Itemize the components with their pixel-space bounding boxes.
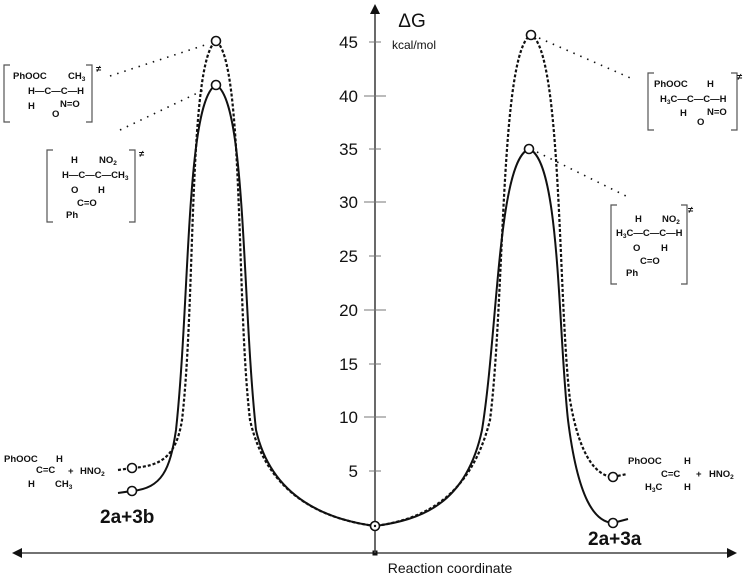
point-right-ts-solid <box>523 143 535 155</box>
leader-lines <box>109 37 636 199</box>
svg-text:HNO2: HNO2 <box>709 469 734 481</box>
tick-30: 30 <box>339 193 358 212</box>
reactant-structure-right: PhOOC H C=C H3C H + HNO2 <box>628 456 734 494</box>
svg-text:NO2: NO2 <box>99 155 117 167</box>
ts-structure-right-top: ≠ PhOOC H H3C—C—C—H H N=O O <box>647 72 743 131</box>
y-ticks <box>364 41 386 472</box>
ts-structure-left-bottom: ≠ H NO2 H—C—C—CH3 O H C=O Ph <box>46 149 145 223</box>
svg-text:≠: ≠ <box>688 205 694 216</box>
svg-text:H3C—C—C—H: H3C—C—C—H <box>616 228 683 240</box>
point-left-ts-solid <box>210 79 222 91</box>
point-right-reactant-dashed <box>607 471 619 483</box>
tick-10: 10 <box>339 408 358 427</box>
svg-text:H—C—C—H: H—C—C—H <box>28 86 84 97</box>
y-tick-labels: 5 10 15 20 25 30 35 40 45 <box>339 33 358 481</box>
y-axis-unit: kcal/mol <box>392 38 436 52</box>
y-axis-title: ΔG <box>398 11 425 32</box>
svg-text:+: + <box>696 469 702 480</box>
svg-text:H: H <box>661 243 668 254</box>
svg-text:C=O: C=O <box>77 198 97 209</box>
solid-energy-curve <box>117 83 629 528</box>
reactant-structure-left: PhOOC H C=C H CH3 + HNO2 <box>4 454 105 491</box>
tick-40: 40 <box>339 87 358 106</box>
tick-5: 5 <box>349 462 358 481</box>
tick-45: 45 <box>339 33 358 52</box>
svg-text:Ph: Ph <box>66 210 78 221</box>
svg-text:H: H <box>684 482 691 493</box>
svg-text:CH3: CH3 <box>55 479 73 491</box>
svg-text:H: H <box>98 185 105 196</box>
point-left-ts-dashed <box>210 35 222 47</box>
svg-text:+: + <box>68 466 74 477</box>
svg-text:PhOOC: PhOOC <box>654 79 688 90</box>
svg-text:H: H <box>684 456 691 467</box>
ts-structure-right-bottom: ≠ H NO2 H3C—C—C—H O H C=O Ph <box>610 204 694 285</box>
svg-text:PhOOC: PhOOC <box>4 454 38 465</box>
ts-structure-left-top: ≠ PhOOC CH3 H—C—C—H H N=O O <box>3 64 102 123</box>
svg-text:N=O: N=O <box>60 99 80 110</box>
svg-text:H: H <box>707 79 714 90</box>
svg-text:H: H <box>28 479 35 490</box>
svg-text:CH3: CH3 <box>68 71 86 83</box>
svg-text:H3C: H3C <box>645 482 663 494</box>
point-right-reactant-solid <box>607 517 619 529</box>
point-right-ts-dashed <box>525 29 537 41</box>
dashed-energy-curve <box>117 33 628 528</box>
svg-text:≠: ≠ <box>737 72 743 83</box>
svg-text:H: H <box>56 454 63 465</box>
svg-text:O: O <box>71 185 78 196</box>
tick-35: 35 <box>339 140 358 159</box>
svg-text:O: O <box>52 109 59 120</box>
svg-text:H3C—C—C—H: H3C—C—C—H <box>660 94 727 106</box>
svg-text:C=C: C=C <box>661 469 680 480</box>
svg-text:H: H <box>680 108 687 119</box>
tick-20: 20 <box>339 301 358 320</box>
point-left-reactant-dashed <box>126 462 138 474</box>
x-axis-title: Reaction coordinate <box>388 560 513 576</box>
svg-text:H: H <box>635 214 642 225</box>
svg-text:H: H <box>71 155 78 166</box>
svg-text:HNO2: HNO2 <box>80 466 105 478</box>
svg-text:Ph: Ph <box>626 268 638 279</box>
point-left-reactant-solid <box>126 485 138 497</box>
stationary-points <box>126 29 619 532</box>
tick-25: 25 <box>339 247 358 266</box>
svg-text:C=O: C=O <box>640 256 660 267</box>
svg-text:H: H <box>28 101 35 112</box>
svg-text:PhOOC: PhOOC <box>628 456 662 467</box>
svg-text:C=C: C=C <box>36 465 55 476</box>
svg-text:≠: ≠ <box>96 64 102 75</box>
label-2a-3b: 2a+3b <box>100 507 154 528</box>
svg-text:N=O: N=O <box>707 107 727 118</box>
svg-text:≠: ≠ <box>139 149 145 160</box>
label-2a-3a: 2a+3a <box>588 529 642 550</box>
tick-15: 15 <box>339 355 358 374</box>
svg-text:H—C—C—CH3: H—C—C—CH3 <box>62 170 129 182</box>
svg-text:O: O <box>697 117 704 128</box>
svg-text:O: O <box>633 243 640 254</box>
svg-text:PhOOC: PhOOC <box>13 71 47 82</box>
svg-text:NO2: NO2 <box>662 214 680 226</box>
